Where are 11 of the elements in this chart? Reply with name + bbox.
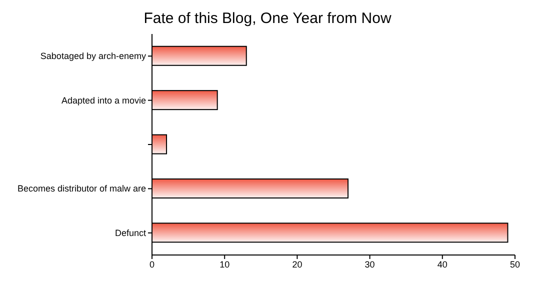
y-tick-label: Sabotaged by arch-enemy (40, 51, 146, 62)
y-tick-label: Becomes distributor of malw are (17, 184, 146, 194)
x-tick-label: 30 (364, 259, 375, 270)
chart-title: Fate of this Blog, One Year from Now (142, 9, 392, 29)
x-tick-label: 40 (437, 259, 448, 270)
x-tick-label: 0 (149, 259, 155, 270)
x-tick-label: 10 (220, 259, 230, 270)
y-tick-label: Defunct (114, 228, 146, 238)
x-tick-label: 50 (510, 259, 520, 270)
x-tick-label: 20 (292, 259, 302, 270)
y-tick-label: Adapted into a movie (61, 95, 146, 106)
